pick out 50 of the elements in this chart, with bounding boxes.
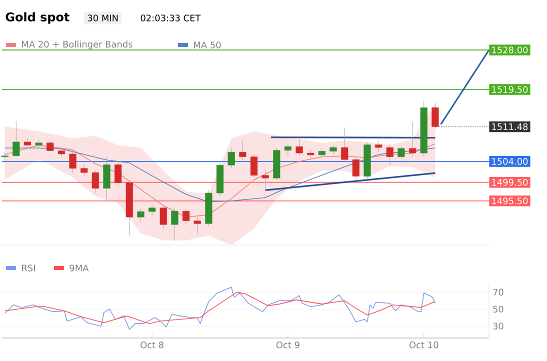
candlestick — [182, 208, 190, 225]
candlestick — [12, 120, 20, 158]
candlestick — [432, 102, 439, 130]
candlestick — [46, 141, 54, 154]
y-tick-label: 70 — [493, 288, 504, 296]
candlestick — [262, 170, 269, 190]
x-tick-label: Oct 9 — [276, 342, 300, 348]
candlestick — [114, 161, 122, 187]
candlestick — [58, 147, 66, 158]
candlestick — [375, 141, 382, 152]
ref-line-label: 1504.00 — [492, 158, 528, 165]
candlestick — [284, 142, 292, 158]
y-tick-label: 30 — [493, 322, 504, 330]
candlestick — [386, 144, 394, 166]
candlestick — [352, 156, 360, 180]
candlestick — [92, 170, 99, 194]
ref-line-label: 1499.50 — [492, 178, 528, 186]
candlestick — [239, 140, 246, 161]
legend-label: RSI — [22, 264, 35, 272]
chart-title: Gold spot — [6, 12, 70, 24]
text: 02:03:33 CET — [140, 14, 201, 22]
candlestick — [296, 137, 303, 156]
ref-line-label: 1519.50 — [492, 86, 528, 93]
legend-label: 9MA — [70, 264, 89, 272]
x-tick-label: Oct 8 — [140, 342, 164, 348]
candlestick — [409, 122, 416, 158]
candlestick — [194, 216, 201, 235]
candlestick — [250, 154, 258, 178]
candlestick — [69, 150, 76, 174]
legend-label: MA 20 + Bollinger Bands — [22, 40, 132, 50]
candlestick — [137, 208, 144, 222]
candlestick — [341, 127, 348, 163]
candlestick — [80, 164, 88, 177]
candlestick — [318, 148, 326, 158]
ref-line-label: 1495.50 — [492, 198, 528, 204]
candlestick — [160, 206, 167, 229]
annotation: 1511.48 — [492, 123, 528, 130]
legend-label: MA 50 — [194, 42, 221, 48]
candlestick — [228, 147, 235, 169]
y-tick-label: 50 — [493, 306, 504, 313]
candlestick — [148, 204, 156, 216]
candlestick — [330, 144, 337, 155]
x-tick-label: Oct 10 — [409, 342, 438, 348]
ref-line-label: 1528.00 — [492, 46, 528, 54]
candlestick — [171, 208, 178, 242]
chart-subtitle: 30 MIN — [88, 14, 118, 22]
candlestick — [24, 138, 32, 149]
candlestick — [398, 146, 405, 160]
candlestick — [103, 156, 110, 202]
candlestick — [1, 152, 8, 163]
